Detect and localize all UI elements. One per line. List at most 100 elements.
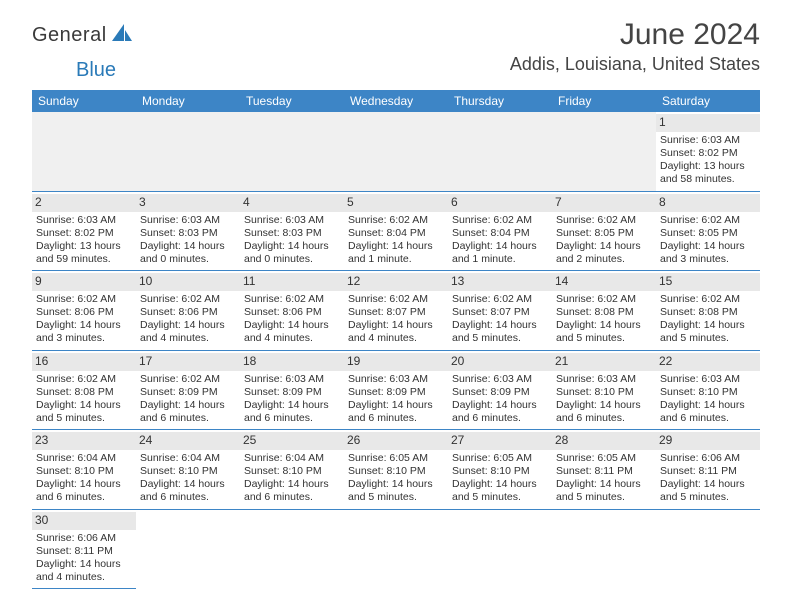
sunrise-text: Sunrise: 6:02 AM: [660, 293, 756, 306]
daylight-text: Daylight: 14 hours and 0 minutes.: [140, 240, 236, 266]
sunrise-text: Sunrise: 6:04 AM: [36, 452, 132, 465]
sunrise-text: Sunrise: 6:02 AM: [556, 214, 652, 227]
calendar-cell: 27Sunrise: 6:05 AMSunset: 8:10 PMDayligh…: [448, 430, 552, 510]
calendar-row: 9Sunrise: 6:02 AMSunset: 8:06 PMDaylight…: [32, 271, 760, 351]
sunrise-text: Sunrise: 6:04 AM: [244, 452, 340, 465]
sunset-text: Sunset: 8:10 PM: [348, 465, 444, 478]
sunrise-text: Sunrise: 6:02 AM: [348, 214, 444, 227]
calendar-cell: [448, 509, 552, 589]
daylight-text: Daylight: 14 hours and 3 minutes.: [660, 240, 756, 266]
calendar-cell: 4Sunrise: 6:03 AMSunset: 8:03 PMDaylight…: [240, 191, 344, 271]
sunset-text: Sunset: 8:09 PM: [244, 386, 340, 399]
calendar-cell: 14Sunrise: 6:02 AMSunset: 8:08 PMDayligh…: [552, 271, 656, 351]
sunrise-text: Sunrise: 6:03 AM: [452, 373, 548, 386]
calendar-cell: 10Sunrise: 6:02 AMSunset: 8:06 PMDayligh…: [136, 271, 240, 351]
day-number: 1: [656, 114, 760, 132]
day-number: 14: [552, 273, 656, 291]
daylight-text: Daylight: 14 hours and 6 minutes.: [244, 399, 340, 425]
sunrise-text: Sunrise: 6:04 AM: [140, 452, 236, 465]
sunrise-text: Sunrise: 6:03 AM: [140, 214, 236, 227]
daylight-text: Daylight: 14 hours and 1 minute.: [348, 240, 444, 266]
sunset-text: Sunset: 8:07 PM: [452, 306, 548, 319]
daylight-text: Daylight: 14 hours and 5 minutes.: [660, 478, 756, 504]
calendar-cell: 19 Sunrise: 6:03 AMSunset: 8:09 PMDayligh…: [344, 350, 448, 430]
daylight-text: Daylight: 14 hours and 6 minutes.: [140, 478, 236, 504]
sunset-text: Sunset: 8:11 PM: [660, 465, 756, 478]
sunrise-text: Sunrise: 6:03 AM: [348, 373, 444, 386]
sunset-text: Sunset: 8:09 PM: [348, 386, 444, 399]
sail-icon: [111, 24, 133, 47]
day-number: 2: [32, 194, 136, 212]
sunset-text: Sunset: 8:06 PM: [36, 306, 132, 319]
calendar-cell: [552, 112, 656, 191]
location-text: Addis, Louisiana, United States: [510, 54, 760, 75]
daylight-text: Daylight: 14 hours and 6 minutes.: [244, 478, 340, 504]
calendar-cell: [240, 112, 344, 191]
calendar-cell: 2Sunrise: 6:03 AMSunset: 8:02 PMDaylight…: [32, 191, 136, 271]
calendar-cell: [136, 509, 240, 589]
calendar-cell: 29Sunrise: 6:06 AMSunset: 8:11 PMDayligh…: [656, 430, 760, 510]
daylight-text: Daylight: 13 hours and 59 minutes.: [36, 240, 132, 266]
sunset-text: Sunset: 8:10 PM: [660, 386, 756, 399]
daylight-text: Daylight: 14 hours and 6 minutes.: [660, 399, 756, 425]
sunset-text: Sunset: 8:03 PM: [244, 227, 340, 240]
daylight-text: Daylight: 14 hours and 5 minutes.: [348, 478, 444, 504]
sunrise-text: Sunrise: 6:05 AM: [348, 452, 444, 465]
weekday-header: Wednesday: [344, 90, 448, 112]
daylight-text: Daylight: 14 hours and 6 minutes.: [36, 478, 132, 504]
day-number: 12: [344, 273, 448, 291]
sunrise-text: Sunrise: 6:02 AM: [36, 293, 132, 306]
sunset-text: Sunset: 8:06 PM: [244, 306, 340, 319]
sunset-text: Sunset: 8:11 PM: [556, 465, 652, 478]
calendar-cell: 25Sunrise: 6:04 AMSunset: 8:10 PMDayligh…: [240, 430, 344, 510]
calendar-cell: 20Sunrise: 6:03 AMSunset: 8:09 PMDayligh…: [448, 350, 552, 430]
sunset-text: Sunset: 8:08 PM: [660, 306, 756, 319]
calendar-cell: [240, 509, 344, 589]
sunrise-text: Sunrise: 6:03 AM: [556, 373, 652, 386]
calendar-cell: 24 Sunrise: 6:04 AMSunset: 8:10 PMDayligh…: [136, 430, 240, 510]
day-number: 24: [136, 432, 240, 450]
calendar-cell: 21Sunrise: 6:03 AMSunset: 8:10 PMDayligh…: [552, 350, 656, 430]
sunset-text: Sunset: 8:07 PM: [348, 306, 444, 319]
sunset-text: Sunset: 8:11 PM: [36, 545, 132, 558]
day-number: 17: [136, 353, 240, 371]
day-number: 20: [448, 353, 552, 371]
day-number: 9: [32, 273, 136, 291]
day-number: 15: [656, 273, 760, 291]
sunset-text: Sunset: 8:06 PM: [140, 306, 236, 319]
daylight-text: Daylight: 14 hours and 3 minutes.: [36, 319, 132, 345]
daylight-text: Daylight: 14 hours and 4 minutes.: [348, 319, 444, 345]
calendar-cell: 1Sunrise: 6:03 AMSunset: 8:02 PMDaylight…: [656, 112, 760, 191]
sunrise-text: Sunrise: 6:02 AM: [556, 293, 652, 306]
day-number: 27: [448, 432, 552, 450]
day-number: 5: [344, 194, 448, 212]
calendar-cell: 28Sunrise: 6:05 AMSunset: 8:11 PMDayligh…: [552, 430, 656, 510]
sunset-text: Sunset: 8:08 PM: [36, 386, 132, 399]
day-number: 10: [136, 273, 240, 291]
sunset-text: Sunset: 8:04 PM: [452, 227, 548, 240]
sunset-text: Sunset: 8:04 PM: [348, 227, 444, 240]
daylight-text: Daylight: 14 hours and 5 minutes.: [556, 478, 652, 504]
sunrise-text: Sunrise: 6:02 AM: [140, 373, 236, 386]
calendar-row: 16Sunrise: 6:02 AMSunset: 8:08 PMDayligh…: [32, 350, 760, 430]
daylight-text: Daylight: 14 hours and 6 minutes.: [348, 399, 444, 425]
day-number: 19: [344, 353, 448, 371]
day-number: 11: [240, 273, 344, 291]
calendar-cell: [656, 509, 760, 589]
calendar-cell: [552, 509, 656, 589]
sunset-text: Sunset: 8:10 PM: [452, 465, 548, 478]
day-number: 3: [136, 194, 240, 212]
sunrise-text: Sunrise: 6:03 AM: [660, 373, 756, 386]
sunset-text: Sunset: 8:03 PM: [140, 227, 236, 240]
sunset-text: Sunset: 8:10 PM: [556, 386, 652, 399]
logo-text-general: General: [32, 24, 107, 47]
sunset-text: Sunset: 8:10 PM: [140, 465, 236, 478]
day-number: 13: [448, 273, 552, 291]
daylight-text: Daylight: 14 hours and 6 minutes.: [140, 399, 236, 425]
sunrise-text: Sunrise: 6:03 AM: [244, 214, 340, 227]
daylight-text: Daylight: 14 hours and 5 minutes.: [452, 478, 548, 504]
calendar-cell: [344, 509, 448, 589]
calendar-table: Sunday Monday Tuesday Wednesday Thursday…: [32, 90, 760, 589]
logo: General: [32, 24, 136, 47]
calendar-row: 1Sunrise: 6:03 AMSunset: 8:02 PMDaylight…: [32, 112, 760, 191]
